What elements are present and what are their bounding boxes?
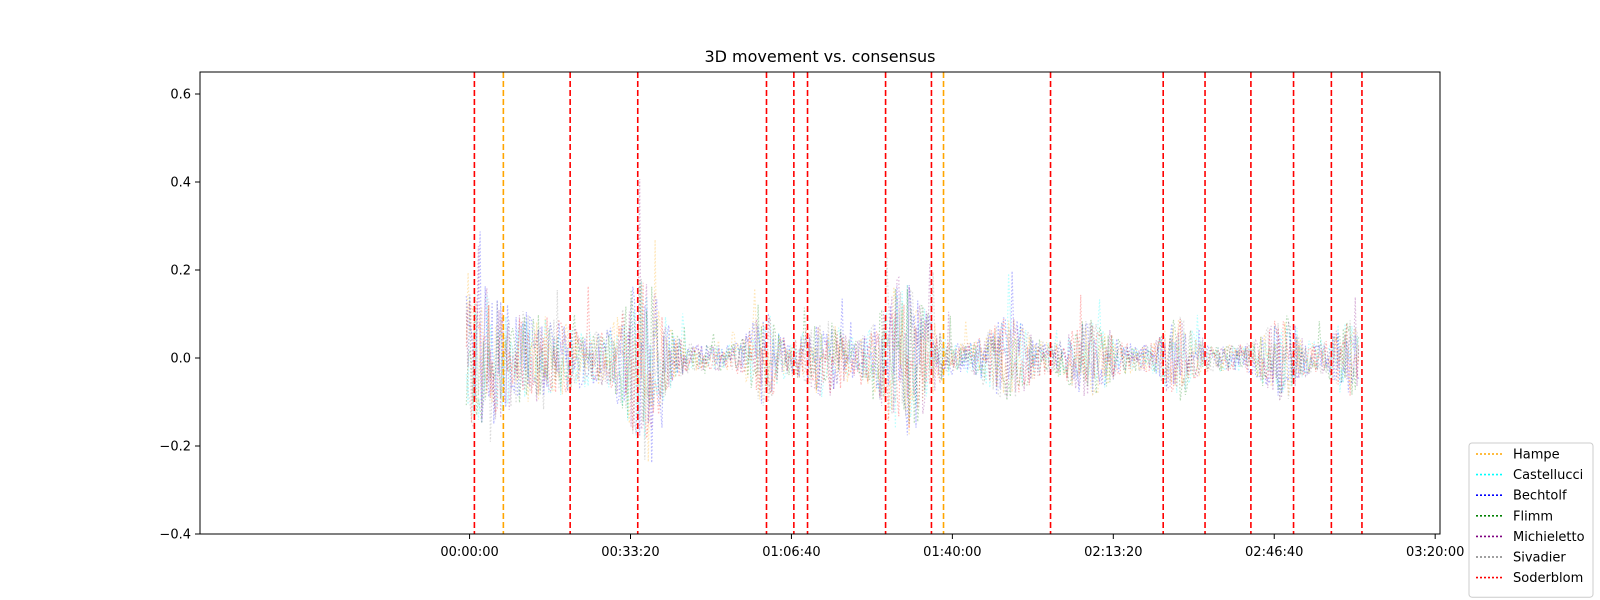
legend-label-castellucci: Castellucci bbox=[1513, 468, 1583, 483]
x-tick-label: 03:20:00 bbox=[1406, 545, 1464, 560]
y-tick-label: 0.4 bbox=[170, 176, 191, 191]
y-tick-label: −0.2 bbox=[159, 440, 191, 455]
legend-label-michieletto: Michieletto bbox=[1513, 530, 1585, 545]
series-line-sivadier bbox=[465, 256, 1360, 460]
y-axis: −0.4 −0.2 0.0 0.2 0.4 0.6 bbox=[159, 88, 200, 543]
series-line-castellucci bbox=[465, 273, 1360, 441]
series-line-soderblom bbox=[465, 282, 1360, 439]
legend: Hampe Castellucci Bechtolf Flimm Michieletto… bbox=[1468, 442, 1594, 598]
legend-label-bechtolf: Bechtolf bbox=[1513, 489, 1567, 504]
plot-frame bbox=[199, 71, 1441, 535]
series-line-michieletto bbox=[465, 178, 1360, 434]
x-tick-label: 01:06:40 bbox=[762, 545, 820, 560]
y-tick-label: 0.6 bbox=[170, 88, 191, 103]
legend-box bbox=[1468, 442, 1594, 598]
y-tick-label: 0.0 bbox=[170, 352, 191, 367]
x-tick-label: 00:00:00 bbox=[440, 545, 498, 560]
x-tick-label: 02:13:20 bbox=[1084, 545, 1142, 560]
y-tick-label: 0.2 bbox=[170, 264, 191, 279]
x-tick-label: 02:46:40 bbox=[1245, 545, 1303, 560]
series-line-hampe bbox=[465, 239, 1360, 462]
series-line-bechtolf bbox=[465, 231, 1360, 463]
x-tick-label: 01:40:00 bbox=[923, 545, 981, 560]
legend-label-sivadier: Sivadier bbox=[1513, 551, 1566, 566]
x-tick-label: 00:33:20 bbox=[601, 545, 659, 560]
legend-label-soderblom: Soderblom bbox=[1513, 571, 1583, 586]
legend-label-flimm: Flimm bbox=[1513, 509, 1553, 524]
y-tick-label: −0.4 bbox=[159, 528, 191, 543]
vertical-lines-layer bbox=[473, 72, 1363, 534]
x-axis: 00:00:00 00:33:20 01:06:40 01:40:00 02:13:20… bbox=[440, 534, 1464, 560]
legend-label-hampe: Hampe bbox=[1513, 448, 1560, 463]
series-layer bbox=[465, 178, 1360, 463]
chart-title: 3D movement vs. consensus bbox=[704, 47, 935, 66]
